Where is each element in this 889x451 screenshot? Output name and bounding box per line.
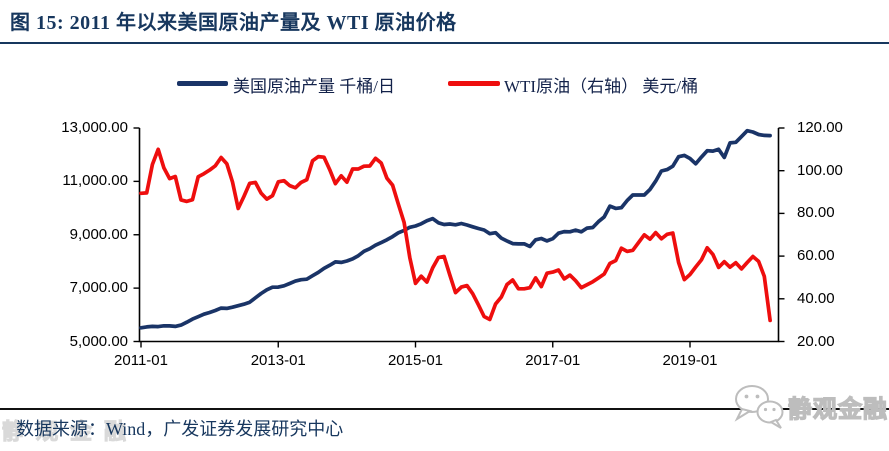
production-line (139, 128, 772, 330)
left-axis-tick-label: 11,000.00 (62, 172, 128, 190)
legend-label-wti: WTI原油（右轴） 美元/桶 (504, 77, 699, 96)
wechat-icon (734, 385, 784, 429)
legend-label-production: 美国原油产量 千桶/日 (233, 77, 395, 96)
right-axis-tick-label: 120.00 (797, 119, 843, 136)
x-axis-tick-label: 2019-01 (662, 352, 718, 369)
footer-divider (0, 408, 889, 410)
x-axis-tick-label: 2013-01 (250, 352, 306, 369)
right-axis-tick-label: 80.00 (797, 204, 835, 222)
watermark: 静观金融 (730, 382, 888, 430)
axis-lines (138, 128, 780, 343)
x-axis-tick-label: 2015-01 (387, 352, 444, 369)
watermark-text: 静观金融 (787, 395, 888, 423)
wti-price-line (139, 147, 772, 323)
data-source-note: 数据来源：Wind，广发证券发展研究中心 (16, 419, 344, 439)
x-axis-tick-label: 2011-01 (114, 352, 168, 369)
legend-swatch-production (177, 81, 228, 86)
title-divider (0, 42, 889, 44)
legend-swatch-wti (448, 81, 500, 86)
left-axis-tick-label: 5,000.00 (69, 332, 128, 350)
left-axis-tick-label: 13,000.00 (61, 119, 128, 136)
right-axis-tick-label: 40.00 (797, 289, 835, 307)
right-axis-tick-label: 60.00 (797, 247, 835, 265)
right-axis-tick-label: 100.00 (797, 161, 843, 179)
right-axis-tick-label: 20.00 (797, 332, 835, 350)
left-axis-tick-label: 9,000.00 (69, 225, 128, 243)
x-axis-tick-label: 2017-01 (525, 352, 581, 369)
figure-title: 图 15: 2011 年以来美国原油产量及 WTI 原油价格 (10, 12, 457, 34)
left-axis-tick-label: 7,000.00 (69, 279, 128, 297)
